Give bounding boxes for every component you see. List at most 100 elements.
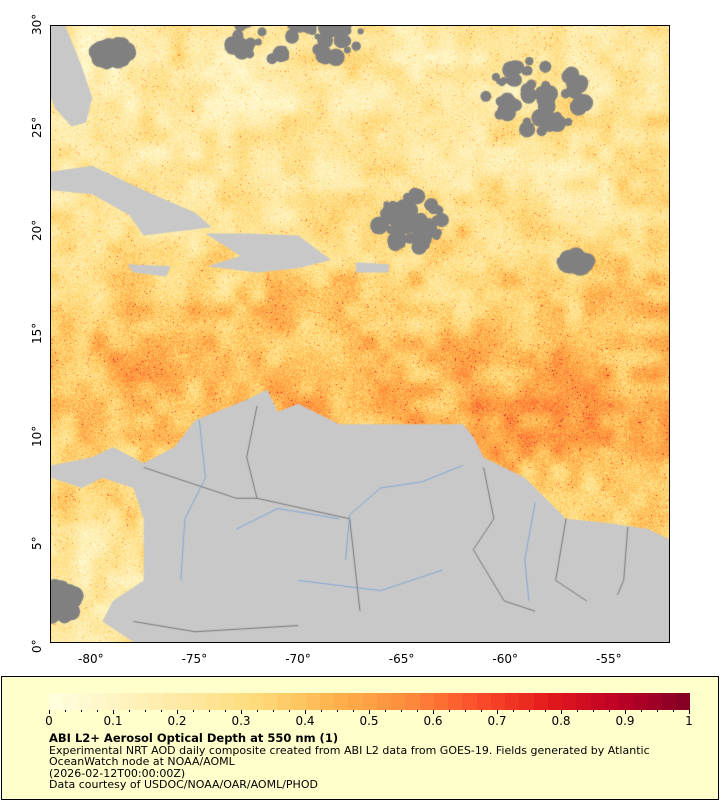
- colorbar-bin: [661, 693, 676, 710]
- colorbar-tick: [257, 710, 258, 712]
- colorbar-tick: [225, 710, 226, 712]
- colorbar-tick: [113, 710, 114, 714]
- colorbar-tick: [321, 710, 322, 712]
- lon-tick-label: -80°: [78, 652, 104, 666]
- colorbar-tick: [49, 710, 50, 714]
- colorbar-tick: [529, 710, 530, 712]
- colorbar-bin: [148, 693, 163, 710]
- colorbar-tick: [273, 710, 274, 712]
- colorbar-tick-label: 0.5: [359, 714, 379, 728]
- lat-tick-label: 20°: [30, 219, 44, 241]
- colorbar-tick: [337, 710, 338, 712]
- colorbar-bin: [647, 693, 662, 710]
- colorbar-tick: [305, 710, 306, 714]
- colorbar-bin: [619, 693, 634, 710]
- colorbar-tick: [465, 710, 466, 712]
- lat-tick-label: 0°: [30, 639, 44, 653]
- lon-tick-label: -75°: [181, 652, 208, 666]
- legend-line1: Experimental NRT AOD daily composite cre…: [49, 743, 650, 757]
- colorbar-bin: [391, 693, 406, 710]
- lat-tick-label: 15°: [30, 322, 44, 344]
- aod-map-canvas: [51, 26, 669, 642]
- lon-tick-label: -60°: [492, 652, 518, 666]
- colorbar-tick: [417, 710, 418, 712]
- colorbar-tick-label: 1: [685, 714, 693, 728]
- colorbar-tick: [481, 710, 482, 712]
- colorbar-tick: [641, 710, 642, 712]
- colorbar-tick: [609, 710, 610, 712]
- colorbar-bin: [590, 693, 605, 710]
- aod-map[interactable]: [50, 25, 670, 643]
- colorbar-tick: [497, 710, 498, 714]
- colorbar-bin: [576, 693, 591, 710]
- colorbar-bin: [220, 693, 235, 710]
- colorbar-tick: [593, 710, 594, 712]
- colorbar-tick: [673, 710, 674, 712]
- colorbar-bin: [490, 693, 505, 710]
- colorbar-bin: [476, 693, 491, 710]
- colorbar-tick: [689, 710, 690, 714]
- colorbar-tick: [193, 710, 194, 712]
- colorbar-bin: [433, 693, 448, 710]
- colorbar-tick-label: 0.8: [551, 714, 571, 728]
- legend-line2: OceanWatch node at NOAA/AOML: [49, 755, 235, 768]
- colorbar-tick-label: 0.7: [487, 714, 507, 728]
- colorbar-bin: [547, 693, 562, 710]
- colorbar-bin: [419, 693, 434, 710]
- legend-text: ABI L2+ Aerosol Optical Depth at 550 nm …: [49, 731, 650, 791]
- colorbar-tick: [161, 710, 162, 712]
- colorbar-tick: [177, 710, 178, 714]
- colorbar-tick: [433, 710, 434, 714]
- colorbar-bin: [462, 693, 477, 710]
- colorbar-tick: [369, 710, 370, 714]
- colorbar-tick: [289, 710, 290, 712]
- colorbar-bin: [248, 693, 263, 710]
- colorbar-bin: [334, 693, 349, 710]
- colorbar-tick: [65, 710, 66, 712]
- colorbar-bin: [163, 693, 178, 710]
- legend-title: ABI L2+ Aerosol Optical Depth at 550 nm …: [49, 731, 339, 745]
- legend-time: (2026-02-12T00:00:00Z): [49, 766, 186, 780]
- colorbar-tick: [401, 710, 402, 712]
- colorbar-tick: [145, 710, 146, 712]
- colorbar-bin: [405, 693, 420, 710]
- colorbar-tick: [657, 710, 658, 712]
- colorbar-bin: [305, 693, 320, 710]
- colorbar-bin: [49, 693, 64, 710]
- colorbar-tick: [129, 710, 130, 712]
- colorbar-bin: [519, 693, 534, 710]
- colorbar-tick: [513, 710, 514, 712]
- colorbar-tick: [241, 710, 242, 714]
- colorbar-tick-label: 0.2: [167, 714, 187, 728]
- lat-tick-label: 10°: [30, 425, 44, 447]
- colorbar-bin: [205, 693, 220, 710]
- colorbar-tick: [561, 710, 562, 714]
- lon-tick-label: -65°: [388, 652, 415, 666]
- colorbar-bin: [262, 693, 277, 710]
- colorbar-tick-label: 0.1: [103, 714, 123, 728]
- colorbar-bin: [134, 693, 149, 710]
- colorbar-tick: [449, 710, 450, 712]
- colorbar-bin: [319, 693, 334, 710]
- colorbar-tick: [97, 710, 98, 712]
- colorbar-bin: [676, 693, 691, 710]
- colorbar-bin: [505, 693, 520, 710]
- colorbar-bin: [362, 693, 377, 710]
- colorbar: [49, 693, 691, 710]
- colorbar-tick-label: 0.9: [615, 714, 635, 728]
- colorbar-tick: [385, 710, 386, 712]
- colorbar-tick: [353, 710, 354, 712]
- colorbar-bin: [376, 693, 391, 710]
- colorbar-bin: [63, 693, 78, 710]
- lat-tick-label: 25°: [30, 116, 44, 138]
- colorbar-tick: [81, 710, 82, 712]
- legend-panel: 0 0.1 0.2 0.3 0.4 0.5 0.6 0.7 0.8 0.9 1 ABI L2+ Ae…: [1, 676, 719, 800]
- lon-tick-label: -70°: [285, 652, 311, 666]
- colorbar-bin: [633, 693, 648, 710]
- colorbar-tick: [625, 710, 626, 714]
- colorbar-bin: [191, 693, 206, 710]
- legend-credit: Data courtesy of USDOC/NOAA/OAR/AOML/PHO…: [49, 778, 318, 791]
- colorbar-tick: [545, 710, 546, 712]
- colorbar-tick-label: 0: [45, 714, 53, 728]
- lat-tick-label: 30°: [30, 13, 44, 35]
